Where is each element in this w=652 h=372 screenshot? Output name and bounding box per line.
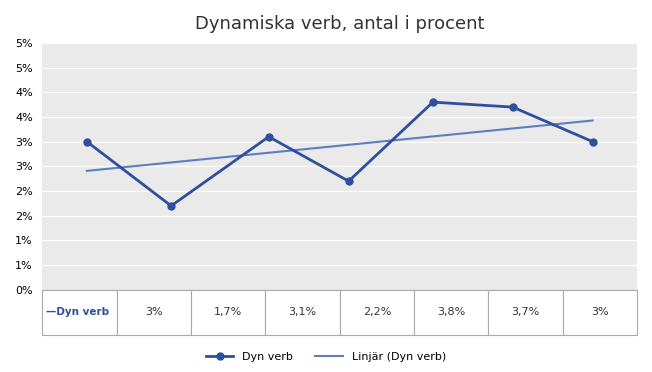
FancyBboxPatch shape	[265, 290, 340, 335]
Text: 1,7%: 1,7%	[214, 307, 243, 317]
FancyBboxPatch shape	[340, 290, 414, 335]
FancyBboxPatch shape	[117, 290, 191, 335]
FancyBboxPatch shape	[563, 290, 637, 335]
Text: —Dyn verb: —Dyn verb	[46, 307, 110, 317]
Legend: Dyn verb, Linjär (Dyn verb): Dyn verb, Linjär (Dyn verb)	[201, 347, 451, 366]
FancyBboxPatch shape	[191, 290, 265, 335]
Text: 3%: 3%	[145, 307, 163, 317]
Title: Dynamiska verb, antal i procent: Dynamiska verb, antal i procent	[195, 15, 484, 33]
Text: 2,2%: 2,2%	[363, 307, 391, 317]
Text: 3,1%: 3,1%	[289, 307, 317, 317]
FancyBboxPatch shape	[414, 290, 488, 335]
Text: 3%: 3%	[591, 307, 609, 317]
Text: 3,8%: 3,8%	[437, 307, 466, 317]
Text: 3,7%: 3,7%	[511, 307, 540, 317]
FancyBboxPatch shape	[488, 290, 563, 335]
FancyBboxPatch shape	[42, 290, 117, 335]
